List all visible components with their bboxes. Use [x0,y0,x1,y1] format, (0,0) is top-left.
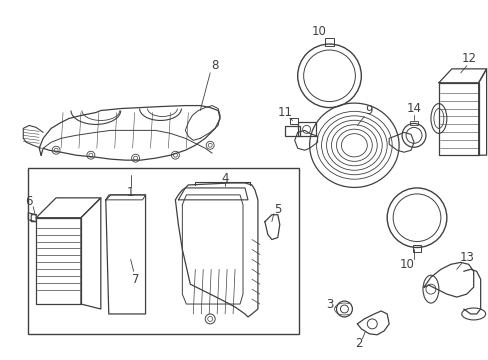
Text: 3: 3 [325,297,332,311]
Text: 11: 11 [277,106,292,119]
Text: 12: 12 [460,53,475,66]
Text: 9: 9 [365,104,372,117]
Text: 10: 10 [311,24,326,38]
Text: 13: 13 [458,251,473,264]
Text: 2: 2 [355,337,363,350]
Bar [409,121,417,125]
Bar [324,38,334,46]
Text: 7: 7 [132,273,139,286]
Text: 10: 10 [399,258,414,271]
Text: 1: 1 [127,186,134,199]
Bar [284,126,299,136]
Text: 8: 8 [211,59,219,72]
Text: 14: 14 [406,102,421,115]
Bar [289,118,297,125]
Bar [297,122,315,136]
Text: 4: 4 [221,171,228,185]
Bar [412,246,420,252]
Bar [28,168,298,334]
Text: 5: 5 [274,203,281,216]
Text: 6: 6 [25,195,33,208]
